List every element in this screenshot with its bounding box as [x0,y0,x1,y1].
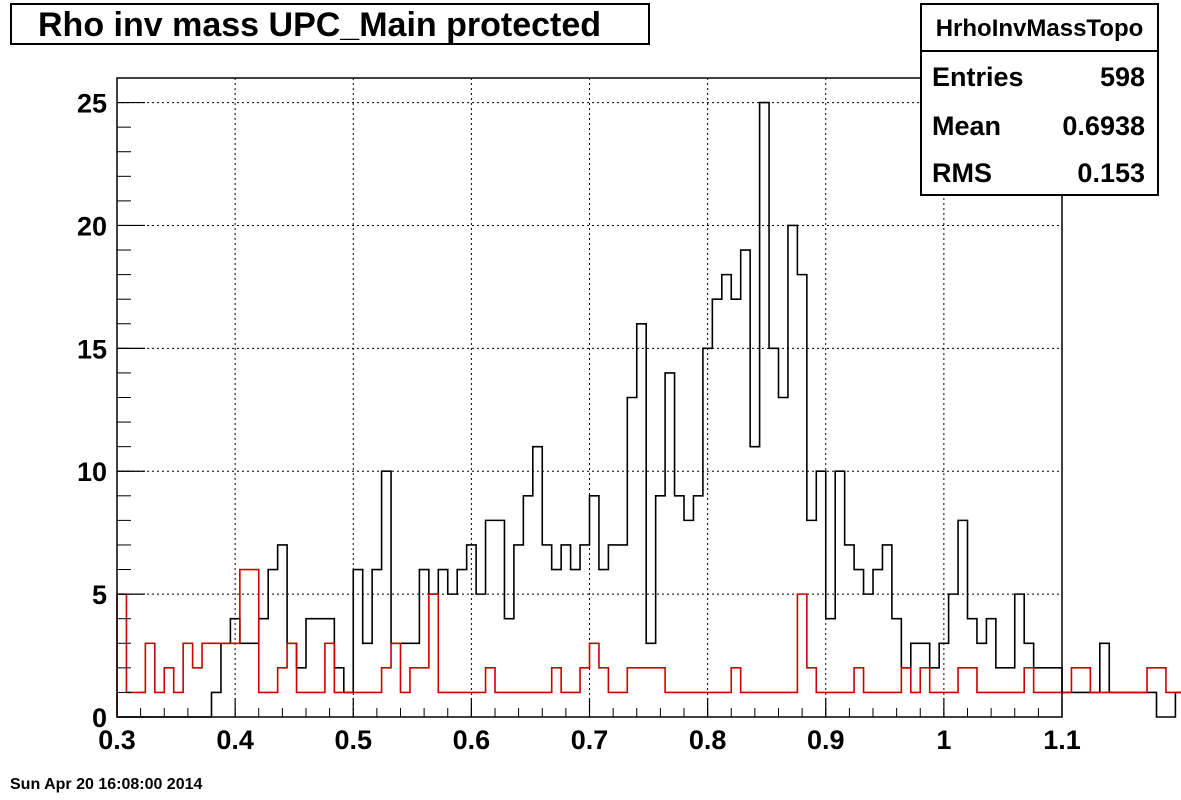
stats-mean-value: 0.6938 [1062,111,1145,141]
y-tick-label: 15 [77,334,107,364]
tick-label-layer: 0.3 0.4 0.5 0.6 0.7 0.8 0.9 1 1.1 0 5 10 15 20 25 [77,89,1081,755]
y-tick-label: 0 [92,703,107,733]
chart-title: Rho inv mass UPC_Main protected [38,6,602,44]
x-tick-label: 0.4 [216,725,254,755]
stats-entries-value: 598 [1099,62,1145,92]
y-tick-label: 10 [77,457,107,487]
stats-rms-label: RMS [932,158,992,188]
y-tick-label: 5 [92,580,107,610]
x-tick-label: 1.1 [1043,725,1081,755]
x-tick-label: 0.6 [453,725,491,755]
title-box: Rho inv mass UPC_Main protected [10,3,650,45]
x-tick-label: 0.3 [98,725,136,755]
x-tick-label: 1 [936,725,951,755]
x-tick-label: 0.7 [571,725,609,755]
stats-row-entries: Entries 598 [932,62,1145,102]
timestamp: Sun Apr 20 16:08:00 2014 [10,776,203,793]
series-main-line [117,101,1181,718]
x-tick-label: 0.9 [807,725,845,755]
stats-histogram-name: HrhoInvMassTopo [922,5,1157,52]
tick-layer [116,77,1063,718]
stats-row-mean: Mean 0.6938 [932,111,1145,151]
stats-row-rms: RMS 0.153 [932,158,1145,198]
y-tick-label: 25 [77,89,107,119]
x-tick-label: 0.8 [689,725,727,755]
y-tick-label: 20 [77,211,107,241]
stats-mean-label: Mean [932,111,1002,141]
x-tick-label: 0.5 [334,725,372,755]
stats-rms-value: 0.153 [1077,158,1145,188]
series-protected-line [116,568,1181,717]
stats-box: HrhoInvMassTopo Entries 598 Mean 0.6938 … [920,3,1159,196]
series-layer [116,101,1181,718]
stats-entries-label: Entries [932,62,1024,92]
